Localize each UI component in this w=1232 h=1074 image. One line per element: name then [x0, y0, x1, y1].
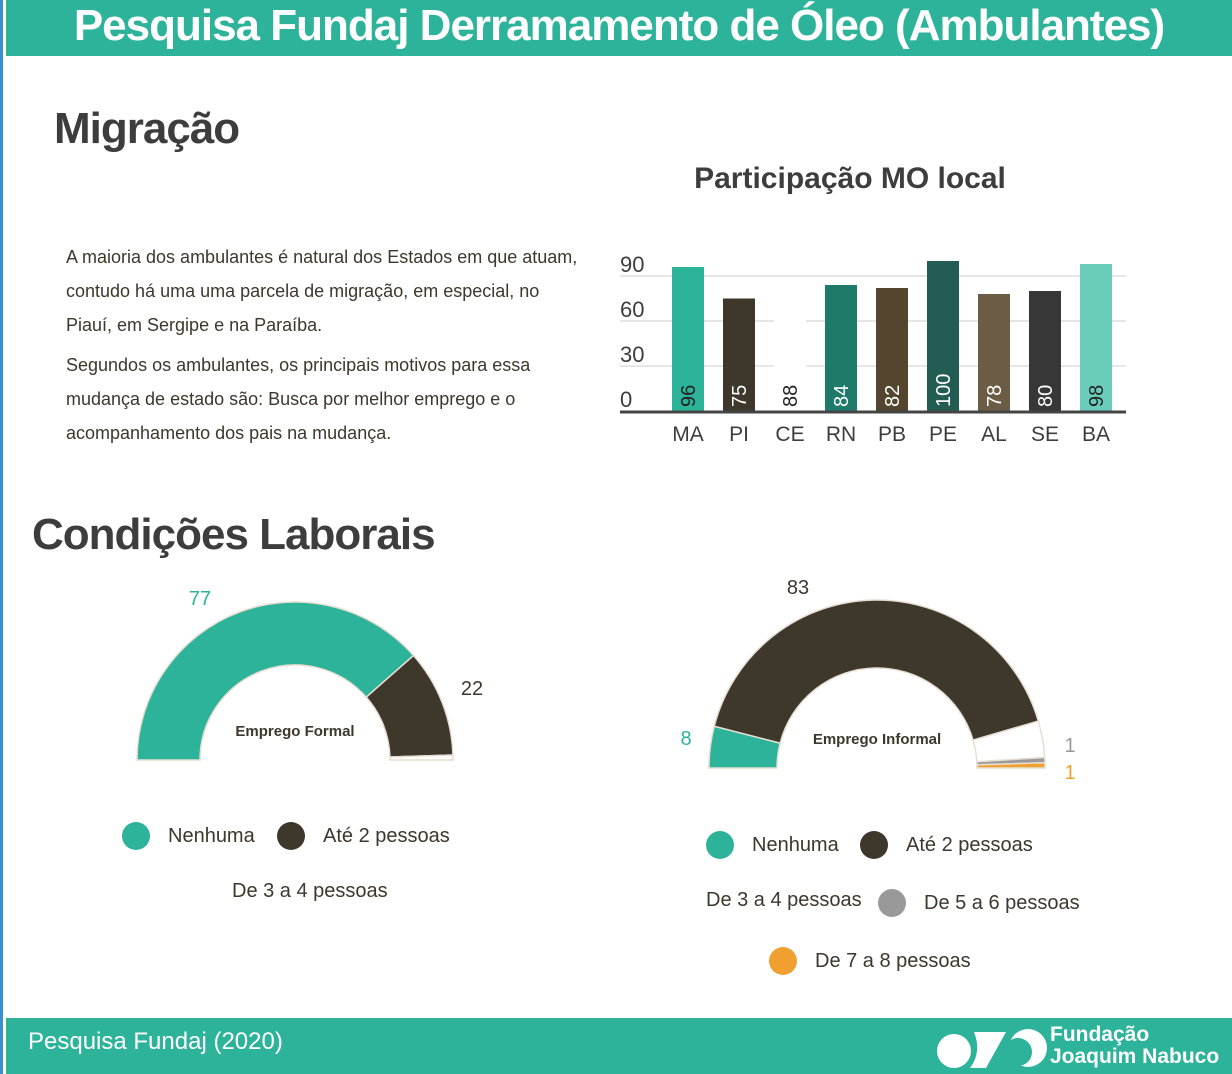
bar-value-label: 80: [1035, 385, 1057, 407]
legend-item[interactable]: Nenhuma: [122, 822, 255, 850]
gauge-value-label: 8: [680, 728, 691, 750]
legend-label: Até 2 pessoas: [906, 833, 1033, 856]
gauge-slice: [976, 761, 1046, 769]
bar-value-label: 78: [984, 385, 1006, 407]
legend-dot: [769, 947, 797, 975]
x-tick-label: BA: [1082, 423, 1110, 446]
legend-item[interactable]: De 5 a 6 pessoas: [878, 889, 1080, 917]
gauge-value-label: 22: [461, 678, 483, 700]
legend-label: De 3 a 4 pessoas: [706, 889, 862, 911]
footer: Pesquisa Fundaj (2020) Fundação Joaquim N…: [6, 1018, 1232, 1074]
bar-pi: [723, 298, 755, 411]
gauge-value-label: 1: [1064, 735, 1075, 757]
labor-heading: Condições Laborais: [32, 510, 436, 559]
legend-label: Até 2 pessoas: [323, 824, 450, 847]
legend-dot: [706, 831, 734, 859]
migration-text: A maioria dos ambulantes é natural dos E…: [66, 240, 586, 456]
bar-pe: [927, 261, 959, 411]
x-tick-label: PB: [878, 423, 906, 446]
source-text: Pesquisa Fundaj (2020): [28, 1028, 283, 1055]
x-tick-label: AL: [981, 423, 1007, 446]
bar-value-label: 96: [678, 385, 700, 407]
gauge-slice: [713, 599, 1040, 745]
gauge-center-label: Emprego Informal: [813, 731, 941, 748]
x-tick-label: MA: [672, 423, 704, 446]
bar-value-label: 100: [933, 374, 955, 407]
bar-rn: [825, 285, 857, 411]
legend-item[interactable]: Até 2 pessoas: [860, 831, 1033, 859]
gauge-slice: [136, 601, 415, 761]
legend-item[interactable]: De 3 a 4 pessoas: [706, 889, 862, 912]
legend-label: De 3 a 4 pessoas: [232, 880, 388, 902]
x-tick-label: SE: [1031, 423, 1059, 446]
bar-chart-title: Participação MO local: [694, 162, 1006, 195]
bar-value-label: 88: [780, 385, 802, 407]
bar-value-label: 75: [729, 385, 751, 407]
left-border: [0, 0, 3, 1074]
gauge-slice: [389, 754, 454, 761]
migration-heading: Migração: [54, 104, 240, 153]
legend-label: Nenhuma: [168, 824, 255, 847]
legend-dot: [277, 822, 305, 850]
legend-dot: [122, 822, 150, 850]
legend-item[interactable]: De 3 a 4 pessoas: [232, 880, 388, 903]
legend-item[interactable]: Até 2 pessoas: [277, 822, 450, 850]
gauge-value-label: 83: [787, 577, 809, 599]
x-tick-label: PI: [729, 423, 749, 446]
bar-ce: [774, 279, 806, 411]
bar-value-label: 84: [831, 385, 853, 407]
bar-chart: 0 30 60 90 96 MA 75 PI 88 CE 84 RN 82 PB 100 PE 78 AL 80 SE…: [620, 252, 1126, 446]
bar-se: [1029, 291, 1061, 411]
bar-al: [978, 294, 1010, 411]
bar-value-label: 98: [1086, 385, 1108, 407]
y-tick-label: 30: [620, 342, 644, 367]
y-tick-label: 60: [620, 297, 644, 322]
gauge-value-label: 77: [189, 588, 211, 610]
x-tick-label: RN: [826, 423, 856, 446]
gauge-value-label: 1: [1064, 762, 1075, 784]
paragraph: A maioria dos ambulantes é natural dos E…: [66, 247, 578, 335]
bar-ba: [1080, 264, 1112, 411]
legend-label: De 5 a 6 pessoas: [924, 891, 1080, 914]
bar-value-label: 82: [882, 385, 904, 407]
bar-ma: [672, 267, 704, 411]
legend-item[interactable]: De 7 a 8 pessoas: [769, 947, 971, 975]
legend-item[interactable]: Nenhuma: [706, 831, 839, 859]
y-tick-label: 0: [620, 387, 632, 412]
legend-label: De 7 a 8 pessoas: [815, 949, 971, 972]
logo-text: Fundação Joaquim Nabuco: [1050, 1023, 1220, 1068]
page-title: Pesquisa Fundaj Derramamento de Óleo (Am…: [6, 0, 1232, 56]
fundaj-logo-icon: [937, 1029, 1047, 1068]
gauge-center-label: Emprego Formal: [235, 723, 354, 740]
bar-pb: [876, 288, 908, 411]
legend-dot: [860, 831, 888, 859]
legend-dot: [878, 889, 906, 917]
y-tick-label: 90: [620, 252, 644, 277]
x-tick-label: CE: [775, 423, 804, 446]
x-tick-label: PE: [929, 423, 957, 446]
paragraph: Segundos os ambulantes, os principais mo…: [66, 355, 531, 443]
legend-label: Nenhuma: [752, 833, 839, 856]
formal-gauge: 77 22 Emprego Formal: [136, 588, 483, 761]
informal-gauge: 8 83 1 1 Emprego Informal: [680, 577, 1075, 784]
